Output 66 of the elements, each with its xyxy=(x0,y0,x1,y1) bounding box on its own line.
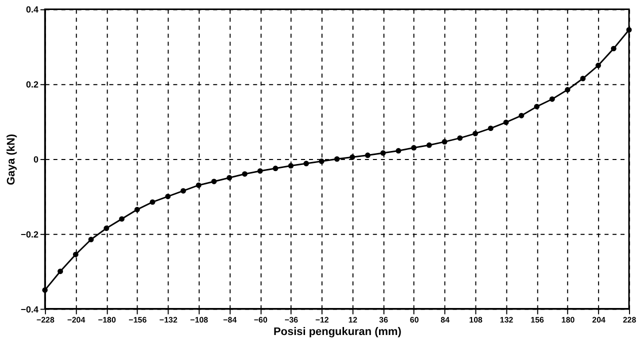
y-tick-label: 0.2 xyxy=(26,80,38,90)
point xyxy=(610,46,616,52)
x-tick-label: −228 xyxy=(36,315,55,324)
point xyxy=(380,150,386,156)
x-tick-label: 180 xyxy=(561,315,576,324)
y-tick-label: 0 xyxy=(33,154,38,165)
point xyxy=(272,166,278,172)
x-tick-label: 36 xyxy=(379,315,389,324)
point xyxy=(72,252,78,258)
point xyxy=(242,171,248,177)
point xyxy=(457,135,463,141)
x-tick-label: −132 xyxy=(159,315,178,324)
point xyxy=(134,206,140,212)
x-tick-label: 156 xyxy=(530,315,545,324)
y-tick-label: 0.4 xyxy=(26,4,38,15)
point xyxy=(534,104,540,110)
point xyxy=(488,126,494,132)
point xyxy=(226,175,232,180)
point xyxy=(580,76,586,82)
point xyxy=(211,178,217,184)
x-tick-label: 204 xyxy=(592,315,606,324)
x-tick-label: −84 xyxy=(223,315,238,324)
point xyxy=(288,163,294,168)
point xyxy=(318,158,324,164)
point xyxy=(119,216,125,222)
point xyxy=(396,148,402,154)
point xyxy=(58,268,64,274)
x-tick-label: 12 xyxy=(348,315,358,324)
point xyxy=(180,188,186,194)
x-tick-label: −108 xyxy=(190,315,209,324)
point xyxy=(350,154,356,160)
point xyxy=(42,287,48,293)
point xyxy=(165,194,171,200)
x-tick-label: −180 xyxy=(98,315,116,324)
point xyxy=(626,27,632,33)
point xyxy=(150,199,156,205)
x-tick-label: 132 xyxy=(500,315,514,324)
x-tick-label: −204 xyxy=(67,315,86,324)
point xyxy=(257,168,263,174)
point xyxy=(472,130,478,136)
x-tick-label: 228 xyxy=(622,315,637,324)
y-axis-title: Gaya (kN) xyxy=(6,134,18,186)
x-tick-label: −156 xyxy=(128,315,148,324)
x-axis-title: Posisi pengukuran (mm) xyxy=(273,326,402,338)
point xyxy=(549,96,555,102)
point xyxy=(564,87,570,92)
point xyxy=(364,152,370,158)
point xyxy=(104,226,110,232)
point xyxy=(334,156,340,162)
x-tick-label: 108 xyxy=(469,315,484,324)
point xyxy=(503,120,509,126)
x-tick-label: 84 xyxy=(440,315,450,324)
y-tick-label: −0.2 xyxy=(20,229,38,240)
point xyxy=(426,142,432,148)
y-tick-label: −0.4 xyxy=(20,304,38,314)
point xyxy=(304,160,309,166)
point xyxy=(596,62,602,68)
x-tick-label: −36 xyxy=(284,315,299,324)
x-tick-label: −60 xyxy=(254,315,268,324)
x-tick-label: −12 xyxy=(315,315,330,324)
x-tick-label: 60 xyxy=(410,315,420,324)
point xyxy=(411,145,417,151)
point xyxy=(442,139,448,145)
point xyxy=(518,112,524,118)
point xyxy=(88,236,94,242)
point xyxy=(196,182,202,188)
